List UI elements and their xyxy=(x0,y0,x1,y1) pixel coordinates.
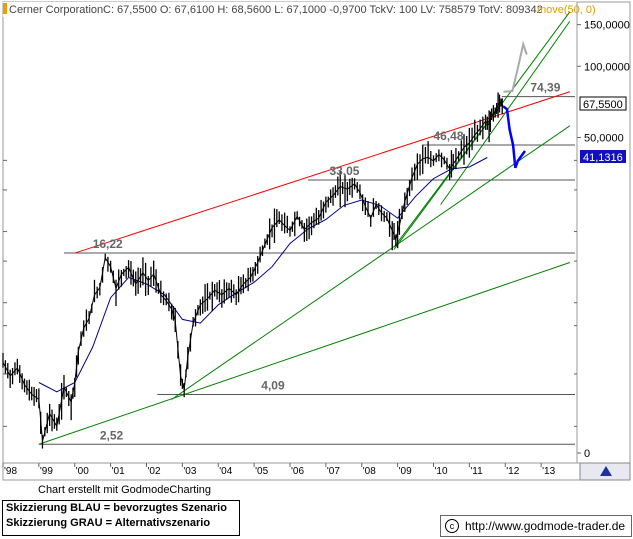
level-label: 16,22 xyxy=(93,237,123,251)
x-tick-label: '08 xyxy=(363,466,376,477)
website-url: http://www.godmode-trader.de xyxy=(465,519,626,533)
ma-price-text: 41,1316 xyxy=(583,152,623,164)
annotations: 74,39 46,48 33,05 16,22 4,09 2,52 xyxy=(93,81,561,443)
x-tick-label: '00 xyxy=(76,466,89,477)
ma-price-tag xyxy=(580,150,626,163)
x-tick-label: '13 xyxy=(542,466,555,477)
x-tick-label: '02 xyxy=(148,466,161,477)
last-price-text: 67,5500 xyxy=(583,99,623,111)
pencil-icon xyxy=(600,466,612,476)
x-tick-label: '10 xyxy=(435,466,448,477)
level-label: 33,05 xyxy=(329,164,359,178)
level-label: 46,48 xyxy=(434,129,464,143)
y-tick-label: 50,0000 xyxy=(584,132,624,144)
chart-title: Cerner Corporation xyxy=(9,4,103,16)
scenario-gray-line xyxy=(503,40,528,93)
y-tick-label: 100,0000 xyxy=(584,61,630,73)
x-axis: '98 '99 '00 '01 '02 '03 '04 '05 '06 '07 '08 '09 '10 '… xyxy=(2,463,556,477)
x-tick-label: '09 xyxy=(399,466,412,477)
x-tick-label: '01 xyxy=(112,466,125,477)
level-label: 4,09 xyxy=(261,379,285,393)
y-tick-label: 0 xyxy=(584,448,590,460)
moving-average xyxy=(38,157,488,393)
y-tick-label: 150,0000 xyxy=(584,20,630,32)
x-tick-label: '03 xyxy=(183,466,196,477)
x-tick-label: '06 xyxy=(291,466,304,477)
x-tick-label: '99 xyxy=(40,466,53,477)
y-axis: 150,0000 100,0000 50,0000 0 xyxy=(3,20,630,460)
level-label: 2,52 xyxy=(100,428,124,442)
x-tick-label: '05 xyxy=(255,466,268,477)
scenarios xyxy=(502,40,528,169)
x-tick-label: '11 xyxy=(470,466,483,477)
title-marker xyxy=(3,3,7,14)
x-tick-label: '12 xyxy=(506,466,519,477)
chart-credit: Chart erstellt mit GodmodeCharting xyxy=(38,484,212,496)
x-tick-label: '07 xyxy=(327,466,340,477)
green-trend-line xyxy=(440,20,571,205)
price-path-line xyxy=(2,101,504,442)
green-trend-line xyxy=(171,125,571,400)
legend-gray: Skizzierung GRAU = Alternativszenario xyxy=(6,517,211,529)
x-tick-label: '98 xyxy=(4,466,17,477)
moving-average-line xyxy=(38,157,488,393)
title-bar xyxy=(3,2,577,17)
legend-box: Skizzierung BLAU = bevorzugtes Szenario … xyxy=(2,500,240,536)
green-trend-line xyxy=(38,261,570,445)
chart-frame xyxy=(2,1,631,481)
last-price-tag xyxy=(579,96,627,111)
x-tick-label: '04 xyxy=(219,466,232,477)
copyright-icon: c xyxy=(445,519,459,533)
indicator-label: move(50, 0) xyxy=(537,4,596,16)
chart-quote: C: 67,5500 O: 67,6100 H: 68,5600 L: 67,1… xyxy=(103,4,543,16)
level-label: 74,39 xyxy=(530,81,560,95)
price-series xyxy=(2,92,504,449)
website-link[interactable]: c http://www.godmode-trader.de xyxy=(440,515,632,537)
legend-blue: Skizzierung BLAU = bevorzugtes Szenario xyxy=(6,502,227,514)
scenario-blue-line xyxy=(502,105,527,169)
